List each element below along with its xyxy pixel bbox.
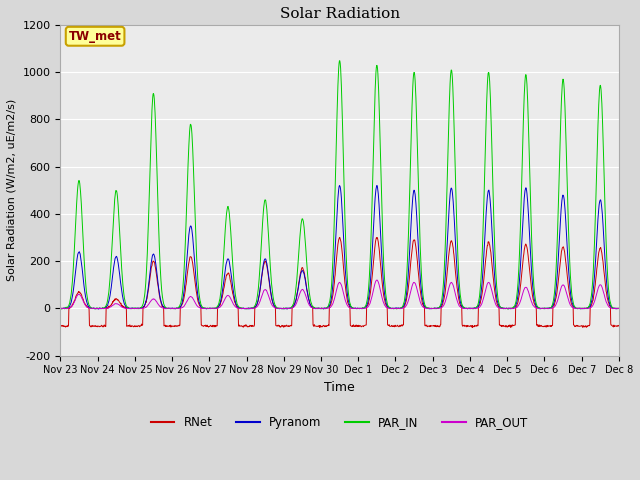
PAR_IN [500,305,508,311]
RNet [427,324,435,329]
PAR_OUT [615,305,623,311]
X-axis label: Time: Time [324,381,355,394]
Text: TW_met: TW_met [68,30,122,43]
PAR_OUT [181,302,189,308]
PAR_OUT [550,305,557,311]
RNet [468,324,476,330]
Pyranom [615,306,623,312]
RNet [500,323,508,329]
PAR_IN [615,306,623,312]
Line: PAR_OUT: PAR_OUT [60,280,619,309]
Pyranom [500,305,508,311]
Pyranom [284,306,291,312]
PAR_IN [335,58,343,64]
RNet [615,323,623,329]
PAR_IN [550,298,557,304]
PAR_OUT [500,306,508,312]
Pyranom [167,305,175,311]
Y-axis label: Solar Radiation (W/m2, uE/m2/s): Solar Radiation (W/m2, uE/m2/s) [7,99,17,281]
PAR_IN [180,258,188,264]
Line: PAR_IN: PAR_IN [60,61,619,309]
PAR_IN [243,306,251,312]
Title: Solar Radiation: Solar Radiation [280,7,400,21]
RNet [56,323,64,329]
Legend: RNet, Pyranom, PAR_IN, PAR_OUT: RNet, Pyranom, PAR_IN, PAR_OUT [146,411,533,433]
PAR_IN [279,306,287,312]
PAR_IN [428,306,435,312]
RNet [550,303,557,309]
PAR_OUT [56,306,64,312]
Pyranom [550,302,557,308]
PAR_OUT [244,306,252,312]
Pyranom [373,183,381,189]
PAR_OUT [428,305,435,311]
Pyranom [180,284,188,289]
PAR_IN [167,306,175,312]
RNet [243,324,251,329]
RNet [167,324,175,330]
PAR_OUT [167,306,175,312]
Pyranom [56,305,64,311]
Pyranom [243,305,251,311]
PAR_OUT [373,277,381,283]
Line: Pyranom: Pyranom [60,186,619,309]
PAR_IN [56,306,64,312]
RNet [180,292,188,298]
Pyranom [428,306,435,312]
PAR_OUT [172,306,179,312]
Line: RNet: RNet [60,238,619,327]
RNet [336,235,344,240]
